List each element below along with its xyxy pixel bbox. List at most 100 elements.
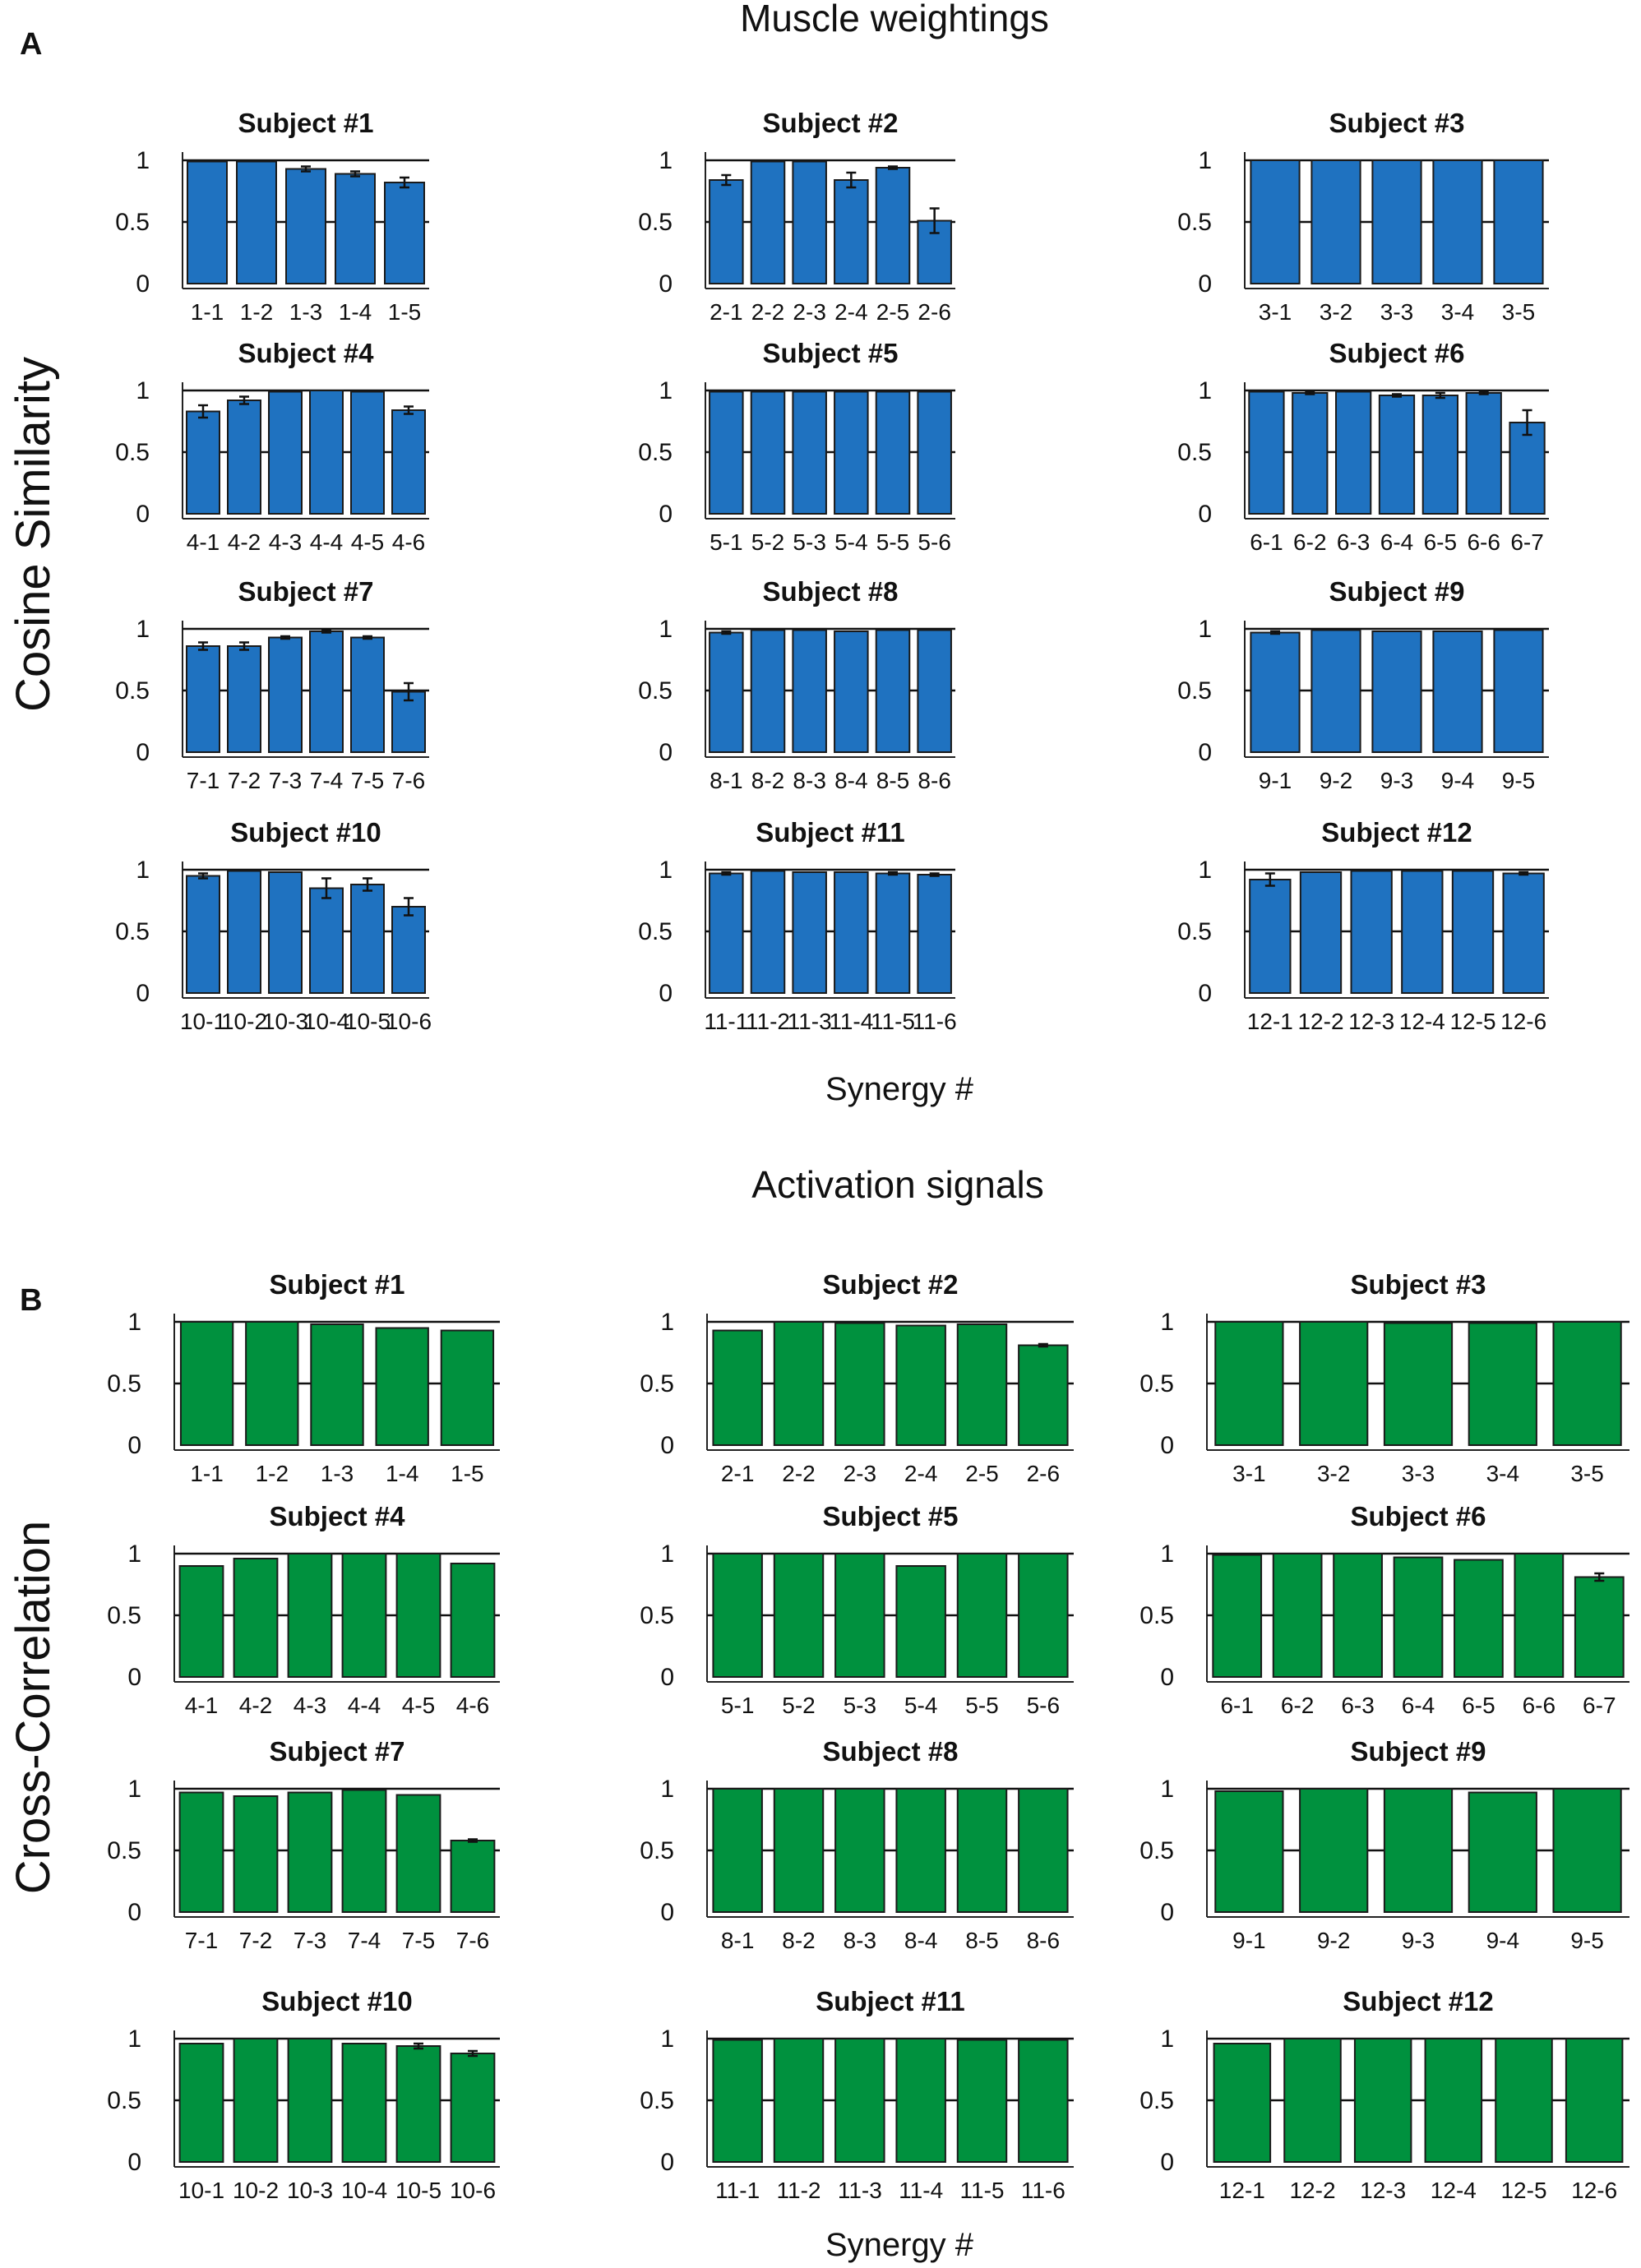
bar bbox=[1424, 2038, 1483, 2163]
bar bbox=[792, 871, 827, 994]
bar bbox=[750, 390, 786, 515]
x-tick-label: 11-1 bbox=[715, 2178, 760, 2203]
x-tick-label: 12-5 bbox=[1500, 2178, 1546, 2203]
x-tick-label: 6-3 bbox=[1341, 1693, 1374, 1718]
y-tick-label: 1 bbox=[660, 1540, 674, 1568]
x-tick-label: 11-3 bbox=[838, 2178, 882, 2203]
bar bbox=[773, 2038, 825, 2163]
x-tick-label: 9-3 bbox=[1402, 1928, 1435, 1953]
x-tick-label: 11-6 bbox=[1021, 2178, 1065, 2203]
subplot-title: Subject #11 bbox=[816, 1986, 965, 2016]
bar bbox=[1213, 2043, 1272, 2163]
y-tick-label: 1 bbox=[1160, 1540, 1174, 1568]
bar bbox=[1249, 879, 1292, 994]
x-tick-label: 8-1 bbox=[710, 768, 742, 793]
x-tick-label: 7-1 bbox=[185, 1928, 218, 1953]
x-tick-label: 4-2 bbox=[239, 1693, 272, 1718]
bar bbox=[875, 167, 911, 284]
subplot-a-s4: Subject #4 0 0.5 1 4-1 4-2 4-3 4-4 4-5 4-6 bbox=[115, 338, 429, 555]
x-tick-label: 9-1 bbox=[1259, 768, 1292, 793]
bar bbox=[834, 390, 869, 515]
bar bbox=[1493, 629, 1544, 753]
x-tick-label: 10-3 bbox=[262, 1009, 308, 1034]
y-tick-label: 0.5 bbox=[107, 1837, 141, 1864]
bar bbox=[834, 179, 869, 284]
y-tick-label: 0 bbox=[659, 739, 673, 766]
x-tick-label: 7-2 bbox=[228, 768, 261, 793]
subplot-title: Subject #4 bbox=[238, 338, 374, 368]
bar bbox=[341, 1789, 387, 1913]
x-tick-label: 4-4 bbox=[348, 1693, 381, 1718]
bar bbox=[186, 645, 220, 753]
x-tick-label: 12-6 bbox=[1500, 1009, 1546, 1034]
bar bbox=[773, 1321, 825, 1446]
bar bbox=[1565, 2038, 1624, 2163]
x-tick-label: 5-5 bbox=[965, 1693, 998, 1718]
x-tick-label: 8-5 bbox=[965, 1928, 998, 1953]
bar bbox=[792, 160, 827, 284]
bar bbox=[895, 2038, 946, 2163]
y-tick-label: 1 bbox=[127, 2025, 141, 2053]
x-tick-label: 10-5 bbox=[344, 1009, 391, 1034]
bar bbox=[350, 390, 385, 515]
x-tick-label: 5-3 bbox=[844, 1693, 876, 1718]
y-tick-label: 1 bbox=[660, 2025, 674, 2053]
y-tick-label: 1 bbox=[660, 1309, 674, 1336]
subplot-a-s8: Subject #8 0 0.5 1 8-1 8-2 8-3 8-4 8-5 8-6 bbox=[638, 576, 955, 793]
y-tick-label: 0.5 bbox=[638, 918, 673, 945]
bar bbox=[268, 871, 303, 994]
x-tick-label: 12-3 bbox=[1360, 2178, 1406, 2203]
y-tick-label: 0.5 bbox=[115, 439, 150, 466]
x-tick-label: 7-4 bbox=[310, 768, 343, 793]
y-tick-label: 0 bbox=[1198, 980, 1212, 1007]
bar bbox=[1509, 422, 1546, 515]
x-tick-label: 6-4 bbox=[1402, 1693, 1435, 1718]
y-tick-label: 0.5 bbox=[107, 2087, 141, 2114]
x-tick-label: 11-5 bbox=[871, 1009, 915, 1034]
subplot-b-s2: Subject #2 0 0.5 1 2-1 2-2 2-3 2-4 2-5 2-6 bbox=[640, 1269, 1074, 1486]
bar bbox=[341, 2043, 387, 2163]
x-tick-label: 9-3 bbox=[1380, 768, 1413, 793]
x-tick-label: 11-2 bbox=[746, 1009, 790, 1034]
bar bbox=[395, 2045, 441, 2163]
x-tick-label: 8-6 bbox=[918, 768, 950, 793]
bar bbox=[1514, 1553, 1565, 1678]
x-tick-label: 4-2 bbox=[228, 529, 261, 555]
bar bbox=[1212, 1554, 1263, 1678]
bar bbox=[875, 629, 911, 753]
bar bbox=[895, 1565, 946, 1678]
x-tick-label: 1-1 bbox=[190, 1461, 223, 1486]
x-tick-label: 7-5 bbox=[402, 1928, 435, 1953]
x-tick-label: 12-4 bbox=[1431, 2178, 1477, 2203]
bar bbox=[773, 1553, 825, 1678]
y-tick-label: 0.5 bbox=[1177, 918, 1212, 945]
subplot-title: Subject #5 bbox=[822, 1501, 958, 1531]
x-tick-label: 5-6 bbox=[1027, 1693, 1060, 1718]
x-tick-label: 10-4 bbox=[303, 1009, 349, 1034]
x-tick-label: 2-1 bbox=[721, 1461, 754, 1486]
x-tick-label: 7-2 bbox=[239, 1928, 272, 1953]
bar bbox=[375, 1327, 429, 1446]
subplot-b-s4: Subject #4 0 0.5 1 4-1 4-2 4-3 4-4 4-5 4-6 bbox=[107, 1501, 500, 1718]
x-tick-label: 6-6 bbox=[1467, 529, 1500, 555]
subplot-title: Subject #9 bbox=[1329, 576, 1464, 607]
bar bbox=[712, 1788, 763, 1913]
x-tick-label: 5-4 bbox=[834, 529, 867, 555]
x-tick-label: 8-2 bbox=[782, 1928, 815, 1953]
x-tick-label: 1-4 bbox=[339, 299, 372, 325]
bar bbox=[268, 636, 303, 753]
subplot-b-s5: Subject #5 0 0.5 1 5-1 5-2 5-3 5-4 5-5 5-6 bbox=[640, 1501, 1074, 1718]
x-tick-label: 11-5 bbox=[960, 2178, 1005, 2203]
x-tick-label: 8-6 bbox=[1027, 1928, 1060, 1953]
x-tick-label: 3-4 bbox=[1441, 299, 1474, 325]
bar bbox=[1214, 1790, 1284, 1913]
bar bbox=[1574, 1576, 1625, 1678]
x-tick-label: 3-3 bbox=[1402, 1461, 1435, 1486]
y-tick-label: 0 bbox=[1198, 739, 1212, 766]
bar bbox=[350, 636, 385, 753]
x-tick-label: 9-5 bbox=[1570, 1928, 1603, 1953]
y-tick-label: 1 bbox=[127, 1540, 141, 1568]
y-tick-label: 1 bbox=[1160, 1776, 1174, 1803]
y-tick-label: 0.5 bbox=[638, 677, 673, 704]
